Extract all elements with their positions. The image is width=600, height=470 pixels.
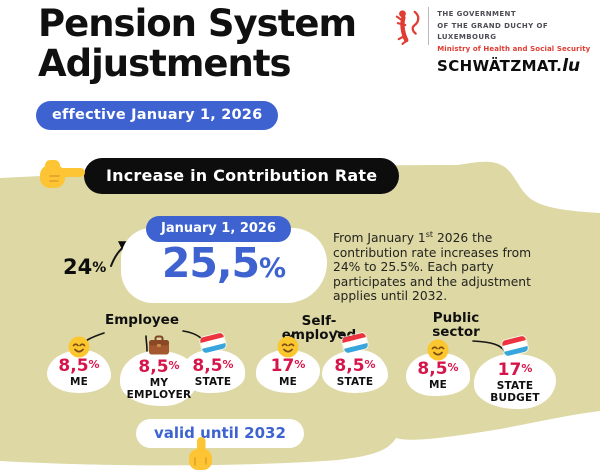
logo-divider	[428, 7, 430, 45]
valid-until-badge: valid until 2032	[136, 419, 304, 448]
brand-tld: lu	[562, 56, 581, 76]
percent-sign: %	[259, 253, 287, 284]
contribution-blob: 8,5% ME	[406, 339, 470, 396]
group-label-public-sector: Public sector	[432, 310, 480, 341]
smiley-icon	[276, 335, 300, 363]
percent-sign: %	[521, 361, 533, 375]
group-label-employee: Employee	[105, 312, 179, 328]
date-badge: January 1, 2026	[146, 216, 291, 242]
briefcase-icon	[147, 335, 171, 360]
contribution-blob: 8,5% STATE	[181, 332, 245, 393]
brand-main: SCHWÄTZMAT.	[437, 57, 563, 75]
gov-line-1: THE GOVERNMENT	[437, 10, 516, 18]
effective-date-badge: effective January 1, 2026	[36, 101, 279, 130]
hand-point-right-icon	[38, 156, 86, 196]
old-rate-value: 24%	[63, 255, 107, 279]
percent-sign: %	[364, 357, 376, 371]
luxembourg-lion-icon	[395, 10, 420, 45]
contribution-blob: 8,5% ME	[47, 336, 111, 393]
page-title: Pension System Adjustments	[38, 2, 357, 85]
contribution-blob: 8,5% STATE	[322, 332, 388, 393]
gov-line-3: Ministry of Health and Social Security	[437, 44, 591, 53]
gov-line-2: OF THE GRAND DUCHY OF LUXEMBOURG	[437, 21, 549, 42]
percent-sign: %	[168, 358, 180, 372]
smiley-icon	[426, 338, 450, 366]
rate-description: From January 1st 2026 the contribution r…	[333, 230, 532, 304]
luxembourg-flag-icon	[501, 335, 529, 357]
percent-sign: %	[92, 260, 107, 276]
government-logo: THE GOVERNMENT OF THE GRAND DUCHY OF LUX…	[394, 6, 600, 55]
contribution-blob: 17% ME	[256, 336, 320, 393]
contribution-blob: 17% STATE BUDGET	[474, 335, 556, 409]
smiley-icon	[67, 335, 91, 363]
brand-logo: SCHWÄTZMAT.lu	[437, 56, 580, 76]
new-rate-value: 25,5%	[161, 239, 287, 287]
hand-point-up-icon	[184, 436, 216, 470]
section-heading: Increase in Contribution Rate	[84, 158, 400, 194]
luxembourg-flag-icon	[341, 332, 369, 354]
luxembourg-flag-icon	[199, 332, 227, 354]
percent-sign: %	[222, 357, 234, 371]
